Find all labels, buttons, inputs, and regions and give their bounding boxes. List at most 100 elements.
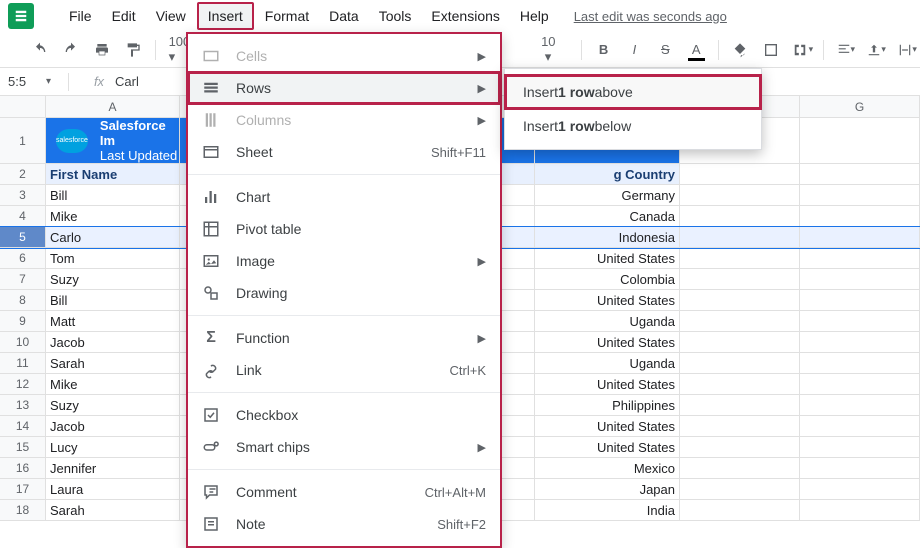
row-number[interactable]: 2 [0,164,46,185]
row-number[interactable]: 11 [0,353,46,374]
menu-item-note[interactable]: NoteShift+F2 [188,508,500,540]
cell[interactable] [800,437,920,458]
cell[interactable]: Canada [535,206,680,227]
paint-format-icon[interactable] [121,37,146,63]
row-number[interactable]: 4 [0,206,46,227]
menu-item-pivot-table[interactable]: Pivot table [188,213,500,245]
col-head[interactable]: G [800,96,920,117]
cell[interactable] [680,206,800,227]
cell[interactable] [680,395,800,416]
cell[interactable]: Uganda [535,353,680,374]
menu-insert[interactable]: Insert [197,2,254,30]
bold-button[interactable]: B [591,37,616,63]
cell[interactable] [800,164,920,185]
insert-row-below[interactable]: Insert 1 row below [505,109,761,143]
menu-item-function[interactable]: ΣFunction▶ [188,322,500,354]
row-number[interactable]: 3 [0,185,46,206]
row-number[interactable]: 13 [0,395,46,416]
cell[interactable] [800,479,920,500]
cell[interactable] [680,164,800,185]
cell[interactable]: Carlo [46,227,180,248]
cell[interactable] [800,332,920,353]
cell[interactable]: Bill [46,185,180,206]
cell[interactable] [680,458,800,479]
cell[interactable] [680,374,800,395]
cell[interactable]: Philippines [535,395,680,416]
cell[interactable]: Mike [46,206,180,227]
cell[interactable] [800,227,920,248]
menu-file[interactable]: File [60,4,101,28]
menu-data[interactable]: Data [320,4,368,28]
cell[interactable]: Sarah [46,500,180,521]
cell[interactable] [800,248,920,269]
cell[interactable] [800,374,920,395]
cell[interactable] [800,185,920,206]
cell[interactable]: Suzy [46,269,180,290]
sheets-logo[interactable] [8,3,34,29]
cell[interactable] [680,437,800,458]
cell[interactable] [680,248,800,269]
last-edit-link[interactable]: Last edit was seconds ago [574,9,727,24]
row-number[interactable]: 8 [0,290,46,311]
cell[interactable] [680,416,800,437]
cell[interactable]: Bill [46,290,180,311]
menu-item-image[interactable]: Image▶ [188,245,500,277]
cell[interactable] [680,227,800,248]
cell[interactable]: United States [535,416,680,437]
print-icon[interactable] [90,37,115,63]
row-number[interactable]: 14 [0,416,46,437]
row-number[interactable]: 9 [0,311,46,332]
cell[interactable]: India [535,500,680,521]
cell[interactable] [680,479,800,500]
cell[interactable]: United States [535,248,680,269]
cell[interactable]: Uganda [535,311,680,332]
cell[interactable]: Tom [46,248,180,269]
cell[interactable]: Indonesia [535,227,680,248]
select-all-corner[interactable] [0,96,46,117]
row-number[interactable]: 15 [0,437,46,458]
cell[interactable] [800,118,920,164]
cell[interactable] [800,290,920,311]
row-number[interactable]: 12 [0,374,46,395]
menu-item-link[interactable]: LinkCtrl+K [188,354,500,386]
cell[interactable] [680,500,800,521]
namebox-caret-icon[interactable]: ▾ [46,76,62,87]
menu-item-checkbox[interactable]: Checkbox [188,399,500,431]
undo-icon[interactable] [28,37,53,63]
cell[interactable]: Mexico [535,458,680,479]
row-number[interactable]: 5 [0,227,46,248]
text-color-button[interactable]: A [684,37,709,63]
cell[interactable]: United States [535,374,680,395]
cell[interactable]: Laura [46,479,180,500]
cell[interactable] [800,269,920,290]
italic-button[interactable]: I [622,37,647,63]
cell[interactable]: United States [535,332,680,353]
cell[interactable] [800,458,920,479]
row-number[interactable]: 18 [0,500,46,521]
redo-icon[interactable] [59,37,84,63]
cell[interactable]: Jacob [46,416,180,437]
cell[interactable]: Sarah [46,353,180,374]
row-number[interactable]: 17 [0,479,46,500]
row-number[interactable]: 7 [0,269,46,290]
wrap-icon[interactable]: ▾ [895,37,920,63]
formula-input[interactable]: Carl [109,74,139,89]
cell[interactable]: Germany [535,185,680,206]
borders-icon[interactable] [759,37,784,63]
cell[interactable] [800,395,920,416]
cell[interactable] [680,269,800,290]
cell[interactable]: Lucy [46,437,180,458]
strike-button[interactable]: S [653,37,678,63]
menu-edit[interactable]: Edit [103,4,145,28]
cell[interactable] [800,311,920,332]
menu-help[interactable]: Help [511,4,558,28]
row-number[interactable]: 6 [0,248,46,269]
header-cell[interactable]: First Name [46,164,180,185]
menu-extensions[interactable]: Extensions [422,4,508,28]
cell[interactable]: Suzy [46,395,180,416]
row-number[interactable]: 1 [0,118,46,164]
valign-icon[interactable]: ▾ [864,37,889,63]
cell[interactable]: United States [535,290,680,311]
col-head[interactable]: A [46,96,180,117]
cell[interactable] [800,353,920,374]
